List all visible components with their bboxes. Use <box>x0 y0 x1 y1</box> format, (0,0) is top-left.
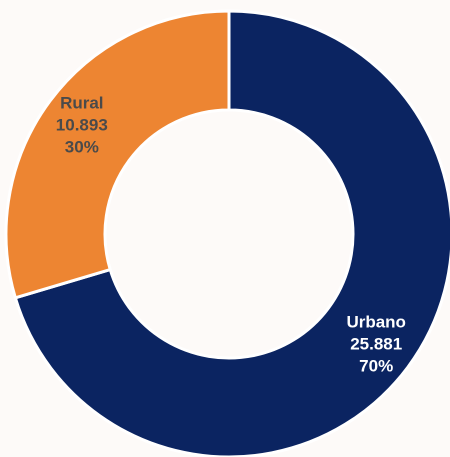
slice-urbano-value-label: 25.881 <box>350 335 402 354</box>
slice-rural <box>4 9 231 300</box>
slice-urbano <box>13 9 450 457</box>
slice-rural-percent-label: 30% <box>65 137 99 156</box>
slices-layer <box>4 9 450 457</box>
slice-urbano-name-label: Urbano <box>346 313 406 332</box>
slice-rural-value-label: 10.893 <box>56 115 108 134</box>
slice-urbano-percent-label: 70% <box>359 357 393 376</box>
labels-layer: Urbano 25.881 70% Rural 10.893 30% <box>56 93 406 375</box>
slice-rural-name-label: Rural <box>60 93 103 112</box>
